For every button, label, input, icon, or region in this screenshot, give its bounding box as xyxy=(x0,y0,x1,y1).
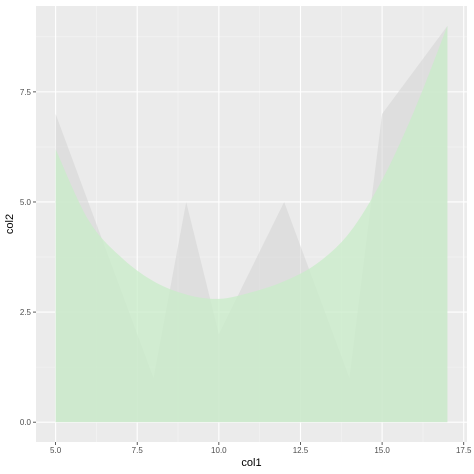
x-tick-label: 5.0 xyxy=(50,446,62,455)
x-tick-label: 12.5 xyxy=(293,446,309,455)
y-tick-label: 0.0 xyxy=(20,418,32,427)
x-tick-label: 10.0 xyxy=(211,446,227,455)
area-series-2 xyxy=(55,25,448,423)
x-tick-label: 17.5 xyxy=(456,446,472,455)
y-tick-label: 7.5 xyxy=(20,88,32,97)
x-tick-label: 7.5 xyxy=(132,446,144,455)
x-axis: 5.0 7.5 10.0 12.5 15.0 17.5 xyxy=(50,442,472,455)
data-areas xyxy=(55,25,448,423)
x-axis-title: col1 xyxy=(241,457,261,469)
x-tick-label: 15.0 xyxy=(374,446,390,455)
y-axis-title: col2 xyxy=(4,214,16,234)
y-tick-label: 5.0 xyxy=(20,198,32,207)
y-tick-label: 2.5 xyxy=(20,308,32,317)
y-axis: 0.0 2.5 5.0 7.5 xyxy=(20,88,36,427)
